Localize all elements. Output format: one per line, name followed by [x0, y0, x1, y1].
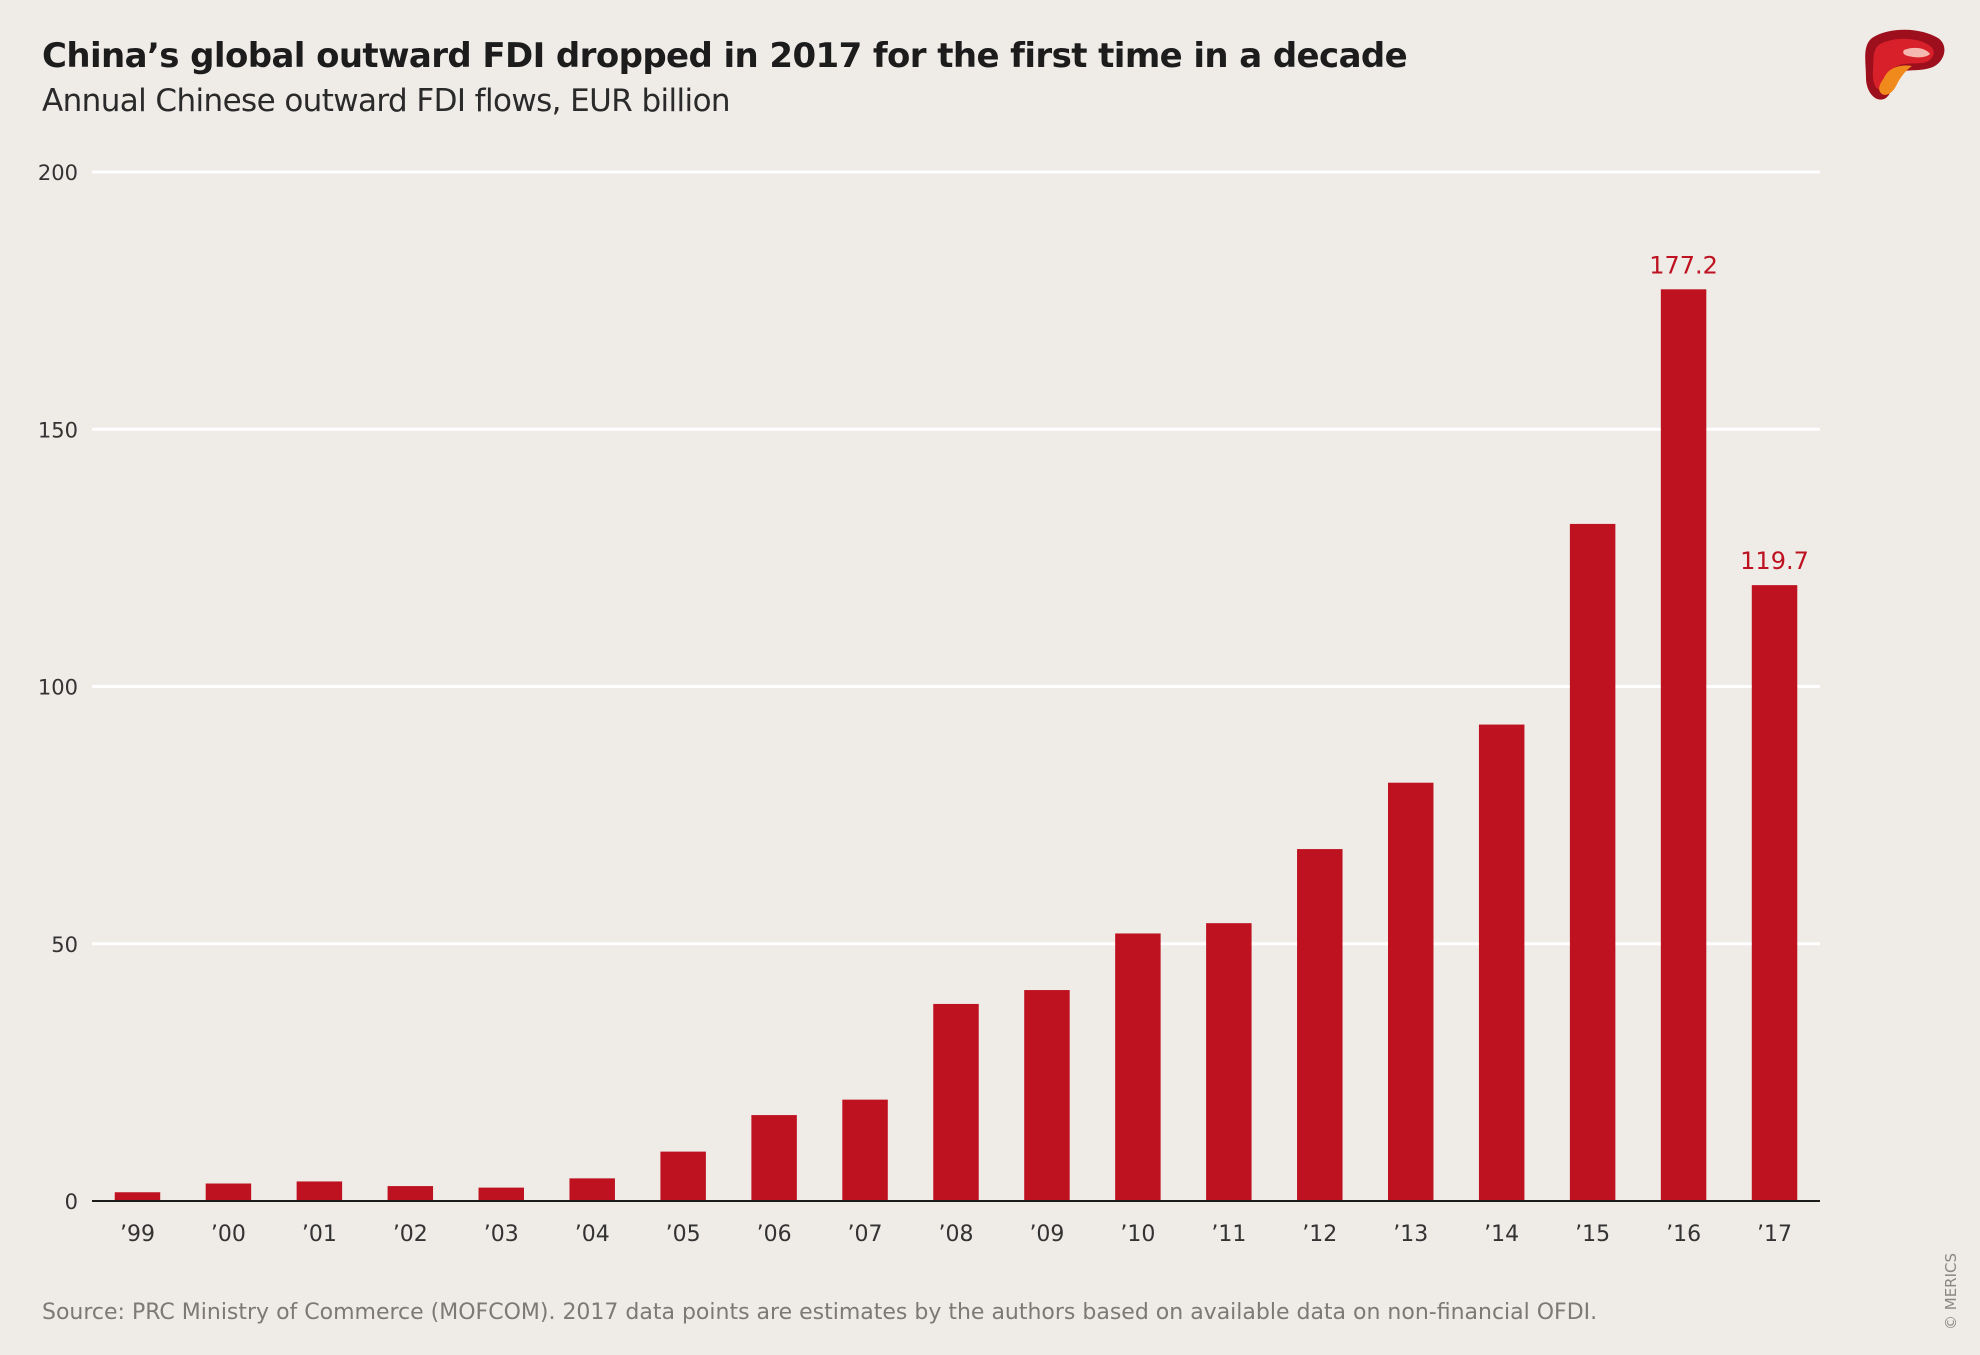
chart-title: China’s global outward FDI dropped in 20…: [42, 36, 1408, 76]
y-tick-label: 150: [38, 418, 78, 442]
x-tick-label: ’11: [1211, 1222, 1246, 1247]
x-tick-label: ’08: [939, 1222, 974, 1247]
x-tick-label: ’15: [1575, 1222, 1610, 1247]
x-tick-label: ’04: [575, 1222, 610, 1247]
x-tick-label: ’02: [393, 1222, 428, 1247]
y-tick-label: 100: [38, 676, 78, 700]
bar-3: [387, 1186, 434, 1201]
data-label: 119.7: [1740, 547, 1809, 575]
y-tick-label: 50: [51, 933, 78, 957]
bar-14: [1388, 782, 1434, 1201]
y-tick-label: 0: [65, 1190, 78, 1214]
bar-0: [114, 1192, 161, 1201]
y-tick-label: 200: [38, 161, 78, 185]
x-tick-label: ’00: [211, 1222, 246, 1247]
x-tick-label: ’09: [1029, 1222, 1064, 1247]
bar-13: [1297, 849, 1343, 1201]
x-tick-label: ’10: [1120, 1222, 1155, 1247]
bar-12: [1206, 923, 1252, 1201]
chart-subtitle: Annual Chinese outward FDI flows, EUR bi…: [42, 83, 731, 119]
bar-6: [660, 1151, 706, 1201]
x-tick-label: ’17: [1757, 1222, 1792, 1247]
bar-16: [1569, 523, 1616, 1201]
copyright-note: © MERICS: [1942, 1252, 1960, 1330]
bar-5: [569, 1178, 615, 1201]
x-tick-label: ’14: [1484, 1222, 1519, 1247]
bar-2: [296, 1181, 343, 1201]
x-tick-label: ’12: [1302, 1222, 1337, 1247]
bar-8: [842, 1099, 888, 1201]
x-tick-label: ’13: [1393, 1222, 1428, 1247]
bar-17: [1660, 289, 1707, 1201]
x-tick-label: ’99: [120, 1222, 155, 1247]
bar-10: [1024, 990, 1070, 1201]
merics-logo-icon: [1865, 29, 1945, 100]
bar-7: [751, 1115, 797, 1201]
source-note: Source: PRC Ministry of Commerce (MOFCOM…: [42, 1300, 1598, 1325]
bar-9: [933, 1003, 979, 1201]
bar-4: [478, 1187, 524, 1201]
x-tick-label: ’06: [757, 1222, 792, 1247]
x-tick-label: ’01: [302, 1222, 337, 1247]
x-tick-label: ’05: [666, 1222, 701, 1247]
data-label: 177.2: [1649, 251, 1718, 279]
x-tick-label: ’16: [1666, 1222, 1701, 1247]
bar-11: [1115, 933, 1161, 1201]
bar-18: [1751, 585, 1798, 1201]
x-tick-label: ’03: [484, 1222, 519, 1247]
bar-15: [1478, 724, 1525, 1201]
bar-1: [205, 1183, 252, 1201]
x-tick-label: ’07: [848, 1222, 883, 1247]
